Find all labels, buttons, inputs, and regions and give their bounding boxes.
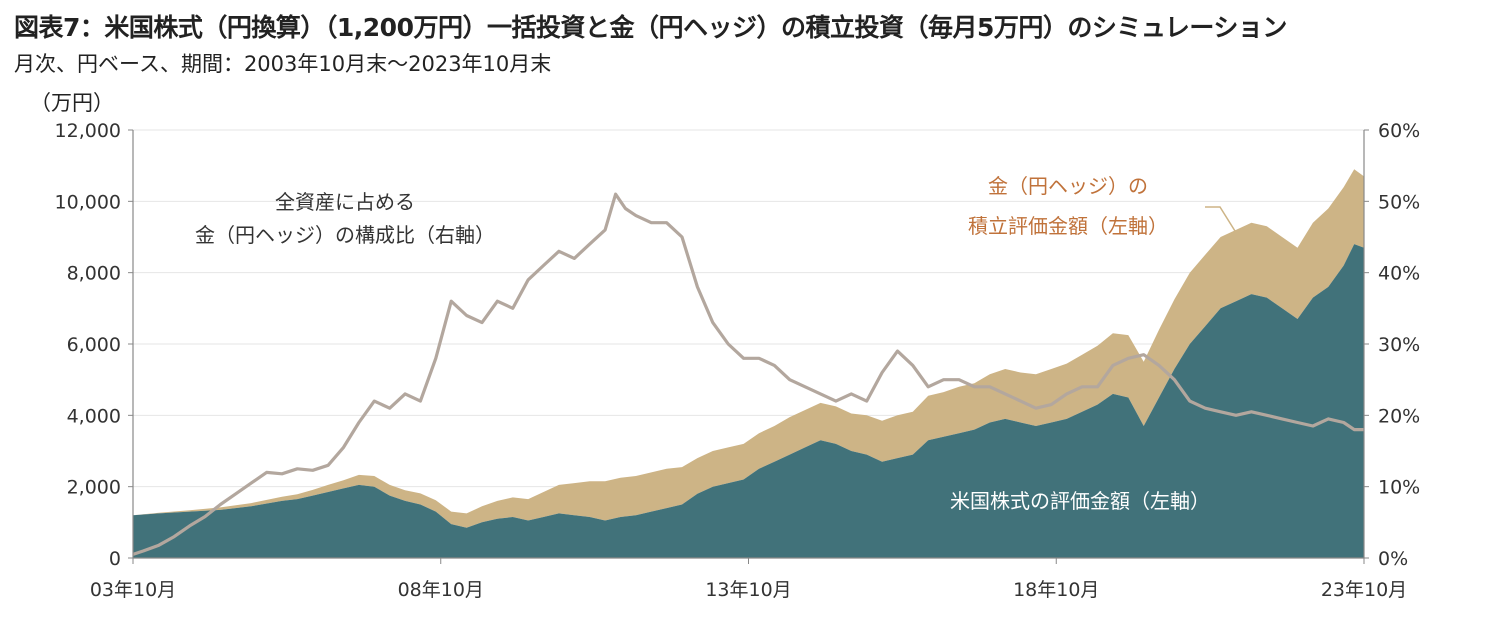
us-annotation: 米国株式の評価金額（左軸） [950,489,1210,513]
x-tick-label: 18年10月 [1013,579,1099,601]
ratio-annotation-line2: 金（円ヘッジ）の構成比（右軸） [195,223,495,247]
x-tick-label: 23年10月 [1321,579,1407,601]
left-axis-unit: （万円） [30,91,114,115]
chart-subtitle: 月次、円ベース、期間：2003年10月末～2023年10月末 [14,52,552,76]
chart-title: 図表7：米国株式（円換算）（1,200万円）一括投資と金（円ヘッジ）の積立投資（… [14,13,1287,42]
right-tick-label: 50% [1378,191,1420,213]
left-tick-label: 10,000 [55,191,121,213]
left-tick-label: 12,000 [55,120,121,142]
gold-annotation-line2: 積立評価金額（左軸） [968,214,1168,238]
gold-ratio-line [132,192,1364,556]
x-tick-label: 13年10月 [705,579,791,601]
us-stock-area [133,244,1364,558]
x-tick-label: 08年10月 [398,579,484,601]
left-tick-label: 8,000 [67,263,121,285]
right-tick-label: 10% [1378,477,1420,499]
ratio-annotation-line1: 全資産に占める [275,190,415,214]
left-tick-label: 4,000 [67,405,121,427]
right-tick-label: 40% [1378,263,1420,285]
right-tick-label: 60% [1378,120,1420,142]
gold-annotation-line1: 金（円ヘッジ）の [988,174,1148,198]
right-axis-ticks: 0% 10% 20% 30% 40% 50% 60% [1364,120,1420,570]
x-tick-label: 03年10月 [90,579,176,601]
left-tick-label: 0 [109,548,121,570]
gold-area [133,169,1364,528]
x-axis-ticks: 03年10月 08年10月 13年10月 18年10月 23年10月 [90,558,1407,601]
left-axis-ticks: 0 2,000 4,000 6,000 8,000 10,000 12,000 [55,120,133,570]
left-tick-label: 6,000 [67,334,121,356]
right-tick-label: 0% [1378,548,1408,570]
left-tick-label: 2,000 [67,477,121,499]
right-tick-label: 20% [1378,405,1420,427]
gold-annotation-leader [1205,206,1246,248]
right-tick-label: 30% [1378,334,1420,356]
